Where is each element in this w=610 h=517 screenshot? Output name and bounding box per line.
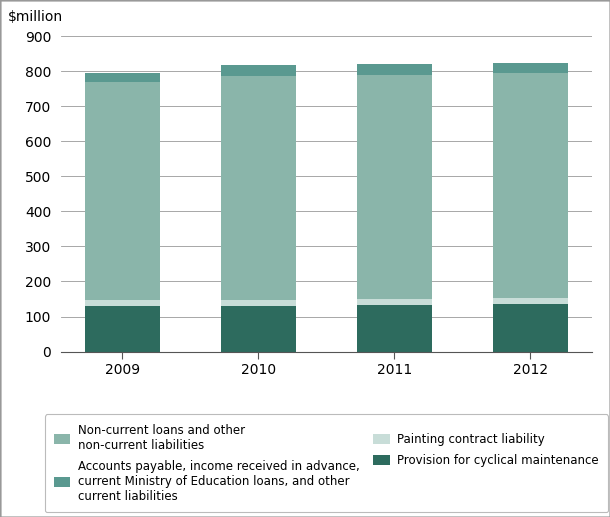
Bar: [493, 73, 567, 298]
Bar: [221, 65, 296, 77]
Bar: [221, 77, 296, 300]
Bar: [357, 64, 432, 75]
Bar: [357, 305, 432, 352]
Bar: [493, 298, 567, 304]
Bar: [493, 304, 567, 352]
Legend: Non-current loans and other
non-current liabilities, Accounts payable, income re: Non-current loans and other non-current …: [45, 414, 608, 512]
Bar: [85, 82, 160, 300]
Bar: [221, 306, 296, 352]
Bar: [221, 300, 296, 306]
Bar: [85, 300, 160, 306]
Bar: [357, 75, 432, 299]
Text: $million: $million: [8, 10, 63, 24]
Bar: [493, 63, 567, 73]
Bar: [85, 306, 160, 352]
Bar: [85, 73, 160, 82]
Bar: [357, 299, 432, 305]
